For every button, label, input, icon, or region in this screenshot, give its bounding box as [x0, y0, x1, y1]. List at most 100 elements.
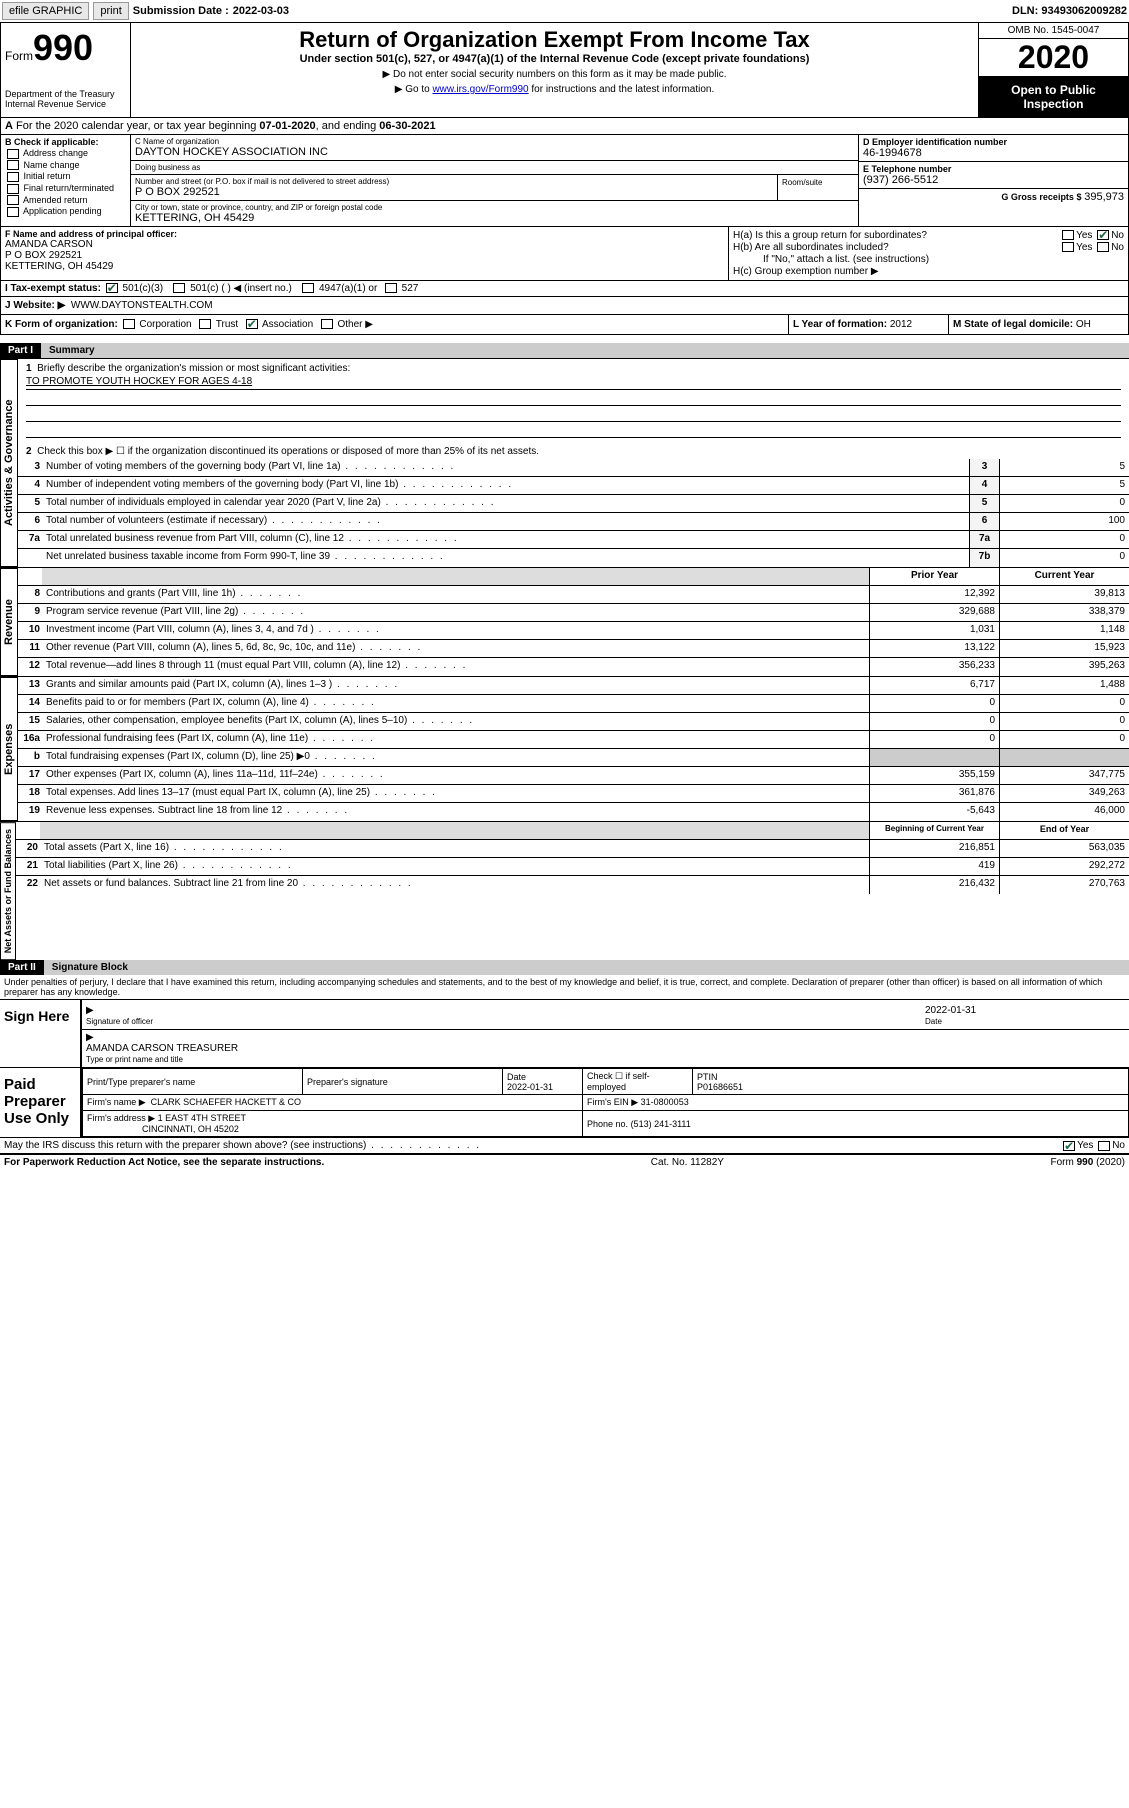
efile-button[interactable]: efile GRAPHIC — [2, 2, 89, 20]
omb-number: OMB No. 1545-0047 — [979, 23, 1128, 39]
ein: 46-1994678 — [863, 147, 1124, 159]
city-state-zip: KETTERING, OH 45429 — [135, 212, 854, 224]
checkbox-corp[interactable] — [123, 319, 135, 329]
phone: (937) 266-5512 — [863, 174, 1124, 186]
signer-name: AMANDA CARSON TREASURER — [86, 1043, 238, 1054]
row-k: K Form of organization: Corporation Trus… — [0, 315, 1129, 335]
form-subtitle: Under section 501(c), 527, or 4947(a)(1)… — [135, 53, 974, 65]
dln: DLN: 93493062009282 — [1012, 5, 1127, 17]
table-row: Net unrelated business taxable income fr… — [18, 549, 1129, 567]
table-row: 7aTotal unrelated business revenue from … — [18, 531, 1129, 549]
checkbox-ha-yes[interactable] — [1062, 230, 1074, 240]
column-f: F Name and address of principal officer:… — [1, 227, 728, 280]
self-employed-check[interactable]: Check ☐ if self-employed — [583, 1069, 693, 1095]
paid-preparer-block: Paid Preparer Use Only Print/Type prepar… — [0, 1067, 1129, 1137]
row-j: J Website: ▶ WWW.DAYTONSTEALTH.COM — [0, 297, 1129, 315]
table-row: 17Other expenses (Part IX, column (A), l… — [18, 767, 1129, 785]
section-governance: Activities & Governance 1 Briefly descri… — [0, 358, 1129, 567]
website: WWW.DAYTONSTEALTH.COM — [71, 300, 213, 311]
checkbox-discuss-yes[interactable] — [1063, 1141, 1075, 1151]
part-2-header: Part II Signature Block — [0, 960, 1129, 975]
checkbox-final-return[interactable] — [7, 184, 19, 194]
discuss-row: May the IRS discuss this return with the… — [0, 1137, 1129, 1153]
table-row: 19Revenue less expenses. Subtract line 1… — [18, 803, 1129, 821]
table-row: 6Total number of volunteers (estimate if… — [18, 513, 1129, 531]
checkbox-other[interactable] — [321, 319, 333, 329]
checkbox-application-pending[interactable] — [7, 207, 19, 217]
footer-row: For Paperwork Reduction Act Notice, see … — [0, 1153, 1129, 1170]
checkbox-trust[interactable] — [199, 319, 211, 329]
checkbox-discuss-no[interactable] — [1098, 1141, 1110, 1151]
table-row: 11Other revenue (Part VIII, column (A), … — [18, 640, 1129, 658]
form-ref: Form 990 (2020) — [1051, 1157, 1125, 1168]
declaration-text: Under penalties of perjury, I declare th… — [0, 975, 1129, 999]
year-formation: 2012 — [890, 319, 912, 330]
checkbox-501c[interactable] — [173, 283, 185, 293]
section-revenue: Revenue Prior Year Current Year 8Contrib… — [0, 567, 1129, 676]
table-row: bTotal fundraising expenses (Part IX, co… — [18, 749, 1129, 767]
checkbox-amended[interactable] — [7, 195, 19, 205]
arrow-icon: ▶ — [86, 1032, 94, 1043]
table-row: 9Program service revenue (Part VIII, lin… — [18, 604, 1129, 622]
table-row: 22Net assets or fund balances. Subtract … — [16, 876, 1129, 894]
arrow-icon: ▶ — [86, 1005, 94, 1016]
firm-address: 1 EAST 4TH STREET — [158, 1113, 246, 1123]
table-row: 16aProfessional fundraising fees (Part I… — [18, 731, 1129, 749]
checkbox-association[interactable] — [246, 319, 258, 329]
table-row: 8Contributions and grants (Part VIII, li… — [18, 586, 1129, 604]
column-d-e-g: D Employer identification number 46-1994… — [858, 135, 1128, 226]
column-c: C Name of organization DAYTON HOCKEY ASS… — [131, 135, 858, 226]
tax-year: 2020 — [979, 39, 1128, 77]
print-button[interactable]: print — [93, 2, 128, 20]
firm-ein: 31-0800053 — [641, 1097, 689, 1107]
firm-phone: (513) 241-3111 — [631, 1119, 691, 1129]
street-address: P O BOX 292521 — [135, 186, 773, 198]
table-row: 14Benefits paid to or for members (Part … — [18, 695, 1129, 713]
state-domicile: OH — [1076, 319, 1091, 330]
checkbox-address-change[interactable] — [7, 149, 19, 159]
table-row: 15Salaries, other compensation, employee… — [18, 713, 1129, 731]
top-bar: efile GRAPHIC print Submission Date : 20… — [0, 0, 1129, 22]
column-b: B Check if applicable: Address change Na… — [1, 135, 131, 226]
irs-link[interactable]: www.irs.gov/Form990 — [432, 84, 528, 95]
preparer-date: 2022-01-31 — [507, 1082, 553, 1092]
form-header: Form990 Department of the Treasury Inter… — [0, 22, 1129, 118]
firm-name: CLARK SCHAEFER HACKETT & CO — [151, 1097, 301, 1107]
form-title: Return of Organization Exempt From Incom… — [135, 27, 974, 53]
checkbox-527[interactable] — [385, 283, 397, 293]
checkbox-ha-no[interactable] — [1097, 230, 1109, 240]
checkbox-initial-return[interactable] — [7, 172, 19, 182]
table-row: 5Total number of individuals employed in… — [18, 495, 1129, 513]
section-expenses: Expenses 13Grants and similar amounts pa… — [0, 676, 1129, 821]
checkbox-501c3[interactable] — [106, 283, 118, 293]
table-row: 13Grants and similar amounts paid (Part … — [18, 677, 1129, 695]
org-name: DAYTON HOCKEY ASSOCIATION INC — [135, 146, 854, 158]
section-net-assets: Net Assets or Fund Balances Beginning of… — [0, 821, 1129, 960]
table-row: 20Total assets (Part X, line 16)216,8515… — [16, 840, 1129, 858]
revenue-label: Revenue — [0, 568, 18, 676]
note-link: ▶ Go to www.irs.gov/Form990 for instruct… — [135, 84, 974, 95]
table-row: 21Total liabilities (Part X, line 26)419… — [16, 858, 1129, 876]
form-number: Form990 — [5, 27, 126, 69]
column-h: H(a) Is this a group return for subordin… — [728, 227, 1128, 280]
table-row: 3Number of voting members of the governi… — [18, 459, 1129, 477]
checkbox-hb-no[interactable] — [1097, 242, 1109, 252]
department: Department of the Treasury Internal Reve… — [5, 89, 126, 109]
section-f-h: F Name and address of principal officer:… — [0, 227, 1129, 281]
cat-no: Cat. No. 11282Y — [651, 1157, 724, 1168]
checkbox-name-change[interactable] — [7, 160, 19, 170]
section-b-to-g: B Check if applicable: Address change Na… — [0, 135, 1129, 227]
ptin: P01686651 — [697, 1082, 743, 1092]
mission-text: TO PROMOTE YOUTH HOCKEY FOR AGES 4-18 — [26, 376, 1121, 390]
submission-date: 2022-03-03 — [233, 5, 289, 17]
table-row: 18Total expenses. Add lines 13–17 (must … — [18, 785, 1129, 803]
part-1-header: Part I Summary — [0, 343, 1129, 358]
officer-name: AMANDA CARSON — [5, 239, 724, 250]
checkbox-4947[interactable] — [302, 283, 314, 293]
table-row: 12Total revenue—add lines 8 through 11 (… — [18, 658, 1129, 676]
checkbox-hb-yes[interactable] — [1062, 242, 1074, 252]
table-row: 4Number of independent voting members of… — [18, 477, 1129, 495]
line-a: A For the 2020 calendar year, or tax yea… — [0, 118, 1129, 135]
open-public-badge: Open to Public Inspection — [979, 77, 1128, 117]
note-ssn: ▶ Do not enter social security numbers o… — [135, 69, 974, 80]
